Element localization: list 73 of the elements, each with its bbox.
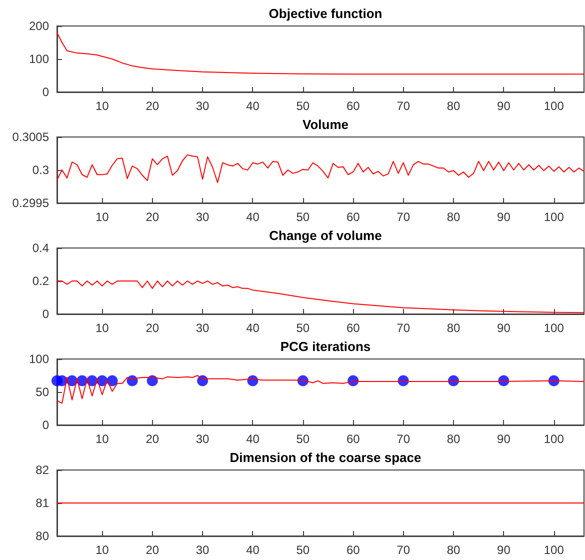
- x-tick-label: 70: [396, 99, 410, 113]
- chart-title: Change of volume: [269, 228, 382, 243]
- chart-title: Volume: [302, 117, 348, 132]
- x-tick-label: 20: [146, 210, 160, 224]
- x-tick-label: 30: [196, 321, 210, 335]
- y-tick-label: 0: [42, 85, 50, 99]
- x-tick-label: 60: [346, 210, 360, 224]
- x-tick-label: 30: [196, 210, 210, 224]
- x-tick-label: 50: [296, 321, 310, 335]
- x-tick-label: 60: [346, 321, 360, 335]
- x-tick-label: 90: [497, 543, 511, 557]
- y-tick-label: 0.2995: [12, 196, 50, 210]
- x-tick-label: 40: [246, 432, 260, 446]
- x-tick-label: 40: [246, 99, 260, 113]
- x-tick-label: 40: [246, 210, 260, 224]
- x-tick-label: 50: [296, 210, 310, 224]
- y-tick-label: 200: [28, 19, 50, 33]
- x-tick-label: 40: [246, 321, 260, 335]
- y-tick-label: 0: [42, 307, 50, 321]
- x-tick-label: 90: [497, 432, 511, 446]
- x-tick-label: 70: [396, 543, 410, 557]
- x-tick-label: 80: [446, 321, 460, 335]
- x-tick-label: 10: [95, 210, 110, 224]
- x-tick-label: 90: [497, 210, 511, 224]
- x-tick-label: 30: [196, 543, 210, 557]
- x-tick-label: 70: [396, 321, 410, 335]
- x-tick-label: 80: [446, 210, 460, 224]
- x-tick-label: 100: [544, 543, 564, 557]
- line-series: [56, 154, 584, 184]
- y-tick-label: 82: [36, 463, 50, 477]
- x-tick-label: 50: [296, 432, 310, 446]
- y-tick-label: 0.2: [32, 274, 50, 288]
- y-tick-label: 100: [28, 52, 50, 66]
- x-tick-label: 60: [346, 543, 360, 557]
- x-tick-label: 50: [296, 99, 310, 113]
- x-tick-label: 70: [396, 210, 410, 224]
- x-tick-label: 60: [346, 99, 360, 113]
- line-series: [56, 32, 584, 75]
- y-tick-label: 81: [36, 496, 50, 510]
- x-tick-label: 10: [95, 432, 110, 446]
- x-tick-label: 20: [146, 99, 160, 113]
- y-tick-label: 0.3: [32, 163, 50, 177]
- x-tick-label: 20: [146, 543, 160, 557]
- x-tick-label: 90: [497, 321, 511, 335]
- x-tick-label: 20: [146, 432, 160, 446]
- x-tick-label: 100: [544, 432, 564, 446]
- x-tick-label: 80: [446, 432, 460, 446]
- x-tick-label: 60: [346, 432, 360, 446]
- line-series: [56, 375, 584, 404]
- y-tick-label: 0.3005: [12, 130, 50, 144]
- x-tick-label: 40: [246, 543, 260, 557]
- x-tick-label: 30: [196, 432, 210, 446]
- x-tick-label: 80: [446, 99, 460, 113]
- y-tick-label: 80: [36, 529, 50, 543]
- x-tick-label: 10: [95, 99, 110, 113]
- x-tick-label: 90: [497, 99, 511, 113]
- x-tick-label: 70: [396, 432, 410, 446]
- x-tick-label: 100: [544, 99, 564, 113]
- y-tick-label: 0.4: [32, 241, 50, 255]
- x-tick-label: 20: [146, 321, 160, 335]
- x-tick-label: 10: [95, 321, 110, 335]
- x-tick-label: 30: [196, 99, 210, 113]
- x-tick-label: 80: [446, 543, 460, 557]
- chart-title: PCG iterations: [280, 339, 371, 354]
- chart-title: Dimension of the coarse space: [230, 450, 422, 465]
- chart-title: Objective function: [268, 6, 382, 21]
- x-tick-label: 50: [296, 543, 310, 557]
- y-tick-label: 0: [42, 418, 50, 432]
- x-tick-label: 100: [544, 210, 564, 224]
- y-tick-label: 100: [28, 352, 50, 366]
- x-tick-label: 100: [544, 321, 564, 335]
- x-tick-label: 10: [95, 543, 110, 557]
- y-tick-label: 50: [36, 385, 50, 399]
